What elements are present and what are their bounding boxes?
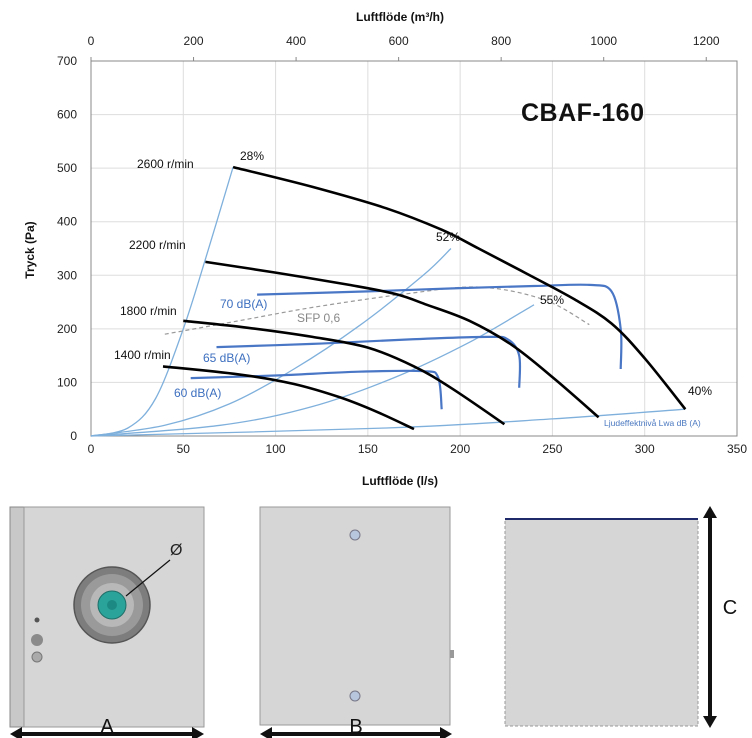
y-tick-label: 100 bbox=[57, 375, 77, 389]
plot-frame bbox=[90, 60, 738, 437]
x2-tick-label: 800 bbox=[491, 34, 511, 48]
chart-series bbox=[90, 165, 687, 437]
efficiency-label: 52% bbox=[436, 230, 460, 244]
sound-curve bbox=[257, 283, 623, 370]
x-tick-label: 200 bbox=[450, 442, 470, 456]
side-view-drawing bbox=[259, 506, 454, 726]
chart-annotations: 2600 r/min 2200 r/min 1800 r/min 1400 r/min… bbox=[114, 149, 712, 428]
x2-tick-label: 400 bbox=[286, 34, 306, 48]
efficiency-label: 28% bbox=[240, 149, 264, 163]
efficiency-label: 55% bbox=[540, 293, 564, 307]
efficiency-line bbox=[90, 408, 686, 437]
x-tick-label: 0 bbox=[88, 442, 95, 456]
lwa-legend-label: Ljudeffektnivå Lwa dB (A) bbox=[604, 418, 701, 428]
x2-tick-label: 600 bbox=[389, 34, 409, 48]
sound-level-label: 65 dB(A) bbox=[203, 351, 250, 365]
y-tick-label: 300 bbox=[57, 268, 77, 282]
chart-axes: 0 50 100 150 200 250 300 350 0 100 200 300 400 500 600… bbox=[57, 34, 747, 456]
fan-curve bbox=[232, 165, 687, 411]
x2-tick-label: 200 bbox=[184, 34, 204, 48]
rpm-label: 1800 r/min bbox=[120, 304, 177, 318]
rpm-label: 2600 r/min bbox=[137, 157, 194, 171]
rpm-label: 1400 r/min bbox=[114, 348, 171, 362]
top-view-drawing bbox=[504, 518, 699, 727]
x2-tick-label: 1000 bbox=[590, 34, 617, 48]
dimension-label-c: C bbox=[723, 597, 737, 619]
x2-tick-label: 0 bbox=[88, 34, 95, 48]
sfp-label: SFP 0,6 bbox=[297, 311, 340, 325]
x-tick-label: 100 bbox=[266, 442, 286, 456]
x2-tick-label: 1200 bbox=[693, 34, 720, 48]
dimension-arrow-a bbox=[10, 727, 204, 738]
x2-axis-title: Luftflöde (m³/h) bbox=[356, 10, 444, 24]
rpm-label: 2200 r/min bbox=[129, 238, 186, 252]
x-tick-label: 350 bbox=[727, 442, 747, 456]
y-tick-label: 400 bbox=[57, 215, 77, 229]
dimension-arrow-b bbox=[260, 727, 452, 738]
chart-grid bbox=[90, 60, 738, 437]
fan-curve bbox=[183, 319, 506, 426]
y-tick-label: 600 bbox=[57, 108, 77, 122]
sound-curve bbox=[216, 335, 522, 388]
sound-level-label: 60 dB(A) bbox=[174, 386, 221, 400]
x-axis-title: Luftflöde (l/s) bbox=[362, 474, 438, 488]
efficiency-line bbox=[90, 166, 234, 437]
x-tick-label: 300 bbox=[635, 442, 655, 456]
dimension-arrow-c bbox=[703, 506, 717, 728]
y-tick-label: 0 bbox=[70, 429, 77, 443]
fan-curve bbox=[162, 365, 415, 431]
x-tick-label: 250 bbox=[542, 442, 562, 456]
efficiency-label: 40% bbox=[688, 384, 712, 398]
dimension-label-b: B bbox=[349, 716, 362, 738]
plot-area bbox=[90, 60, 738, 437]
dimension-label-a: A bbox=[100, 716, 114, 738]
fan-curve bbox=[205, 260, 600, 419]
diameter-label: Ø bbox=[170, 542, 182, 559]
model-title: CBAF-160 bbox=[521, 99, 644, 127]
y-tick-label: 500 bbox=[57, 161, 77, 175]
efficiency-line bbox=[90, 248, 452, 437]
x-tick-label: 50 bbox=[177, 442, 191, 456]
y-tick-label: 200 bbox=[57, 322, 77, 336]
sound-level-label: 70 dB(A) bbox=[220, 297, 267, 311]
front-view-drawing: Ø bbox=[9, 506, 205, 728]
y-tick-label: 700 bbox=[57, 54, 77, 68]
x-tick-label: 150 bbox=[358, 442, 378, 456]
y-axis-title: Tryck (Pa) bbox=[23, 221, 37, 278]
